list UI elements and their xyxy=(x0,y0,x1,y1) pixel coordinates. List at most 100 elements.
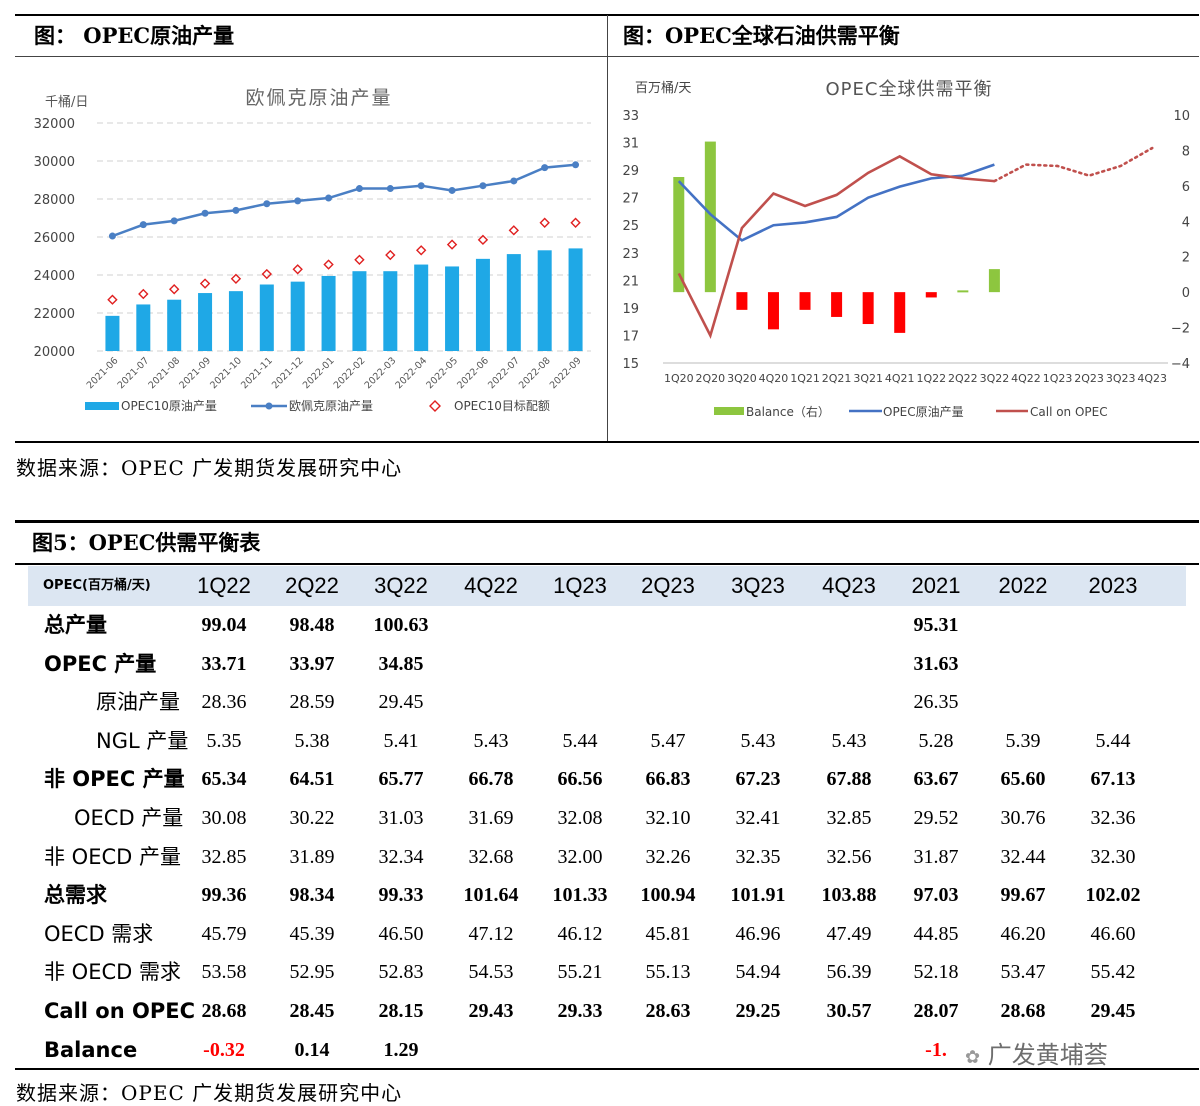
table-cell: 0.14 xyxy=(294,1038,330,1061)
table-cell: 55.42 xyxy=(1090,961,1136,984)
table-cell: 5.35 xyxy=(206,729,242,752)
chart1-bar xyxy=(259,284,274,351)
table-cell: 28.15 xyxy=(378,1000,424,1022)
chart1-bar xyxy=(105,315,120,351)
table-cell: 29.45 xyxy=(378,691,424,714)
table-cell: 52.95 xyxy=(289,961,335,984)
chart1-title: 欧佩克原油产量 xyxy=(245,87,392,109)
table-cell: 54.94 xyxy=(735,961,781,984)
table-column-header: 2021 xyxy=(911,573,961,598)
table-cell: 5.43 xyxy=(740,729,776,752)
chart2-x-tick-label: 3Q23 xyxy=(1106,372,1136,385)
chart2-legend-label: Balance（右） xyxy=(746,404,830,419)
chart1-line-point xyxy=(294,197,302,205)
table-cell: 32.10 xyxy=(645,807,691,829)
chart1-target-marker xyxy=(354,254,365,265)
table-cell: 101.91 xyxy=(730,884,786,907)
chart1-bar xyxy=(506,254,521,351)
chart1-target-marker xyxy=(385,249,396,261)
chart2-y2-tick-label: −4 xyxy=(1171,357,1190,372)
table-cell xyxy=(446,683,536,722)
table-cell: 32.68 xyxy=(468,845,514,868)
table-cell xyxy=(804,1031,894,1070)
watermark-text: 广发黄埔荟 xyxy=(987,1041,1108,1069)
table-cell: 31.87 xyxy=(913,845,959,868)
chart2-y-tick-label: 25 xyxy=(622,219,639,234)
chart2-y-tick-label: 19 xyxy=(622,302,639,317)
table-cell: 64.51 xyxy=(289,768,335,791)
chart1-line-point xyxy=(448,186,456,194)
chart2-balance-bar xyxy=(862,292,874,325)
table-cell: 26.35 xyxy=(913,691,959,714)
table-cell: 46.20 xyxy=(1000,922,1046,945)
chart1-legend-label: 欧佩克原油产量 xyxy=(289,399,373,413)
table-row: OECD 需求 45.79 45.39 46.50 47.12 46.12 45.81 46.… xyxy=(28,915,1186,954)
table-cell: 45.39 xyxy=(289,922,335,945)
chart1-line-point xyxy=(510,177,518,185)
table-cell xyxy=(535,606,625,645)
chart1-line-point xyxy=(479,182,487,190)
table-cell: 30.76 xyxy=(1000,807,1046,829)
table-cell xyxy=(446,606,536,645)
table-cell: 29.25 xyxy=(735,1000,781,1022)
table-cell: 1.29 xyxy=(383,1038,419,1061)
chart2-x-tick-label: 4Q21 xyxy=(885,372,915,385)
table-row-label: OECD 需求 xyxy=(44,921,154,946)
chart1-line-point xyxy=(201,209,209,217)
chart1-background xyxy=(17,66,602,436)
chart2-legend-swatch-bar xyxy=(714,407,744,415)
table-cell: 55.21 xyxy=(557,961,603,984)
chart2-y-tick-label: 15 xyxy=(622,357,639,372)
table-cell xyxy=(1068,606,1158,645)
chart1-line-point xyxy=(325,194,333,202)
chart1-legend-swatch-marker xyxy=(429,400,441,412)
chart2-x-tick-label: 2Q20 xyxy=(696,372,726,385)
chart2-line-series-forecast xyxy=(993,146,1154,183)
chart2-x-tick-label: 1Q23 xyxy=(1043,372,1073,385)
chart1-bar xyxy=(383,271,398,351)
table-cell: 46.96 xyxy=(735,922,781,945)
chart2-balance-bar xyxy=(831,292,843,317)
chart1-target-marker xyxy=(292,264,303,275)
table-cell: 30.22 xyxy=(289,807,335,829)
table-cell: 5.43 xyxy=(831,729,867,752)
table-title-rule xyxy=(15,563,1199,565)
table-row-label: NGL 产量 xyxy=(96,728,189,753)
table-cell: 30.08 xyxy=(201,807,247,829)
chart2-y-tick-label: 23 xyxy=(622,247,639,262)
table-row-label: 非 OECD 产量 xyxy=(44,844,181,869)
table-cell: 5.39 xyxy=(1005,729,1041,752)
table-cell xyxy=(446,645,536,684)
wechat-icon: ✿ xyxy=(965,1047,981,1068)
table-row-label: 非 OECD 需求 xyxy=(44,960,181,985)
chart2-x-tick-label: 3Q21 xyxy=(853,372,883,385)
table-cell: 101.64 xyxy=(463,884,519,907)
table-bottom-rule xyxy=(15,1068,1199,1070)
table-header: OPEC(百万桶/天) 1Q22 2Q22 3Q22 4Q22 1Q23 2Q23 3Q23… xyxy=(28,566,1186,606)
table-cell: 66.83 xyxy=(645,768,691,791)
chart1-bar xyxy=(475,258,490,351)
table-cell: 97.03 xyxy=(913,884,959,907)
table-row-label: Call on OPEC xyxy=(44,999,195,1023)
chart2-x-tick-label: 1Q20 xyxy=(664,372,694,385)
chart2-y2-tick-label: 6 xyxy=(1182,180,1190,195)
chart1-y-tick-label: 20000 xyxy=(34,345,75,360)
table-cell: 32.26 xyxy=(645,845,691,868)
table-row: 原油产量 28.36 28.59 29.45 26.35 xyxy=(28,683,1186,722)
source-note-2: 数据来源：OPEC 广发期货发展研究中心 xyxy=(16,1081,403,1105)
table-cell: 32.85 xyxy=(201,845,247,868)
table-cell: 67.88 xyxy=(826,768,872,791)
table-title: 图5：OPEC供需平衡表 xyxy=(32,530,261,555)
chart1-line-point xyxy=(232,206,240,214)
table-cell: 32.34 xyxy=(378,845,424,868)
table-row: OPEC 产量 33.71 33.97 34.85 31.63 xyxy=(28,645,1186,684)
table-cell: 29.43 xyxy=(468,1000,514,1022)
table-cell: 67.23 xyxy=(735,768,781,791)
chart1-bar xyxy=(445,266,460,351)
chart2-line-series xyxy=(677,163,995,242)
chart1-target-marker xyxy=(508,225,520,236)
table-cell xyxy=(623,1031,713,1070)
chart1-bar xyxy=(568,248,583,351)
table-cell: 65.34 xyxy=(201,768,247,791)
table-row: 总产量 99.04 98.48 100.63 95.31 xyxy=(28,606,1186,645)
